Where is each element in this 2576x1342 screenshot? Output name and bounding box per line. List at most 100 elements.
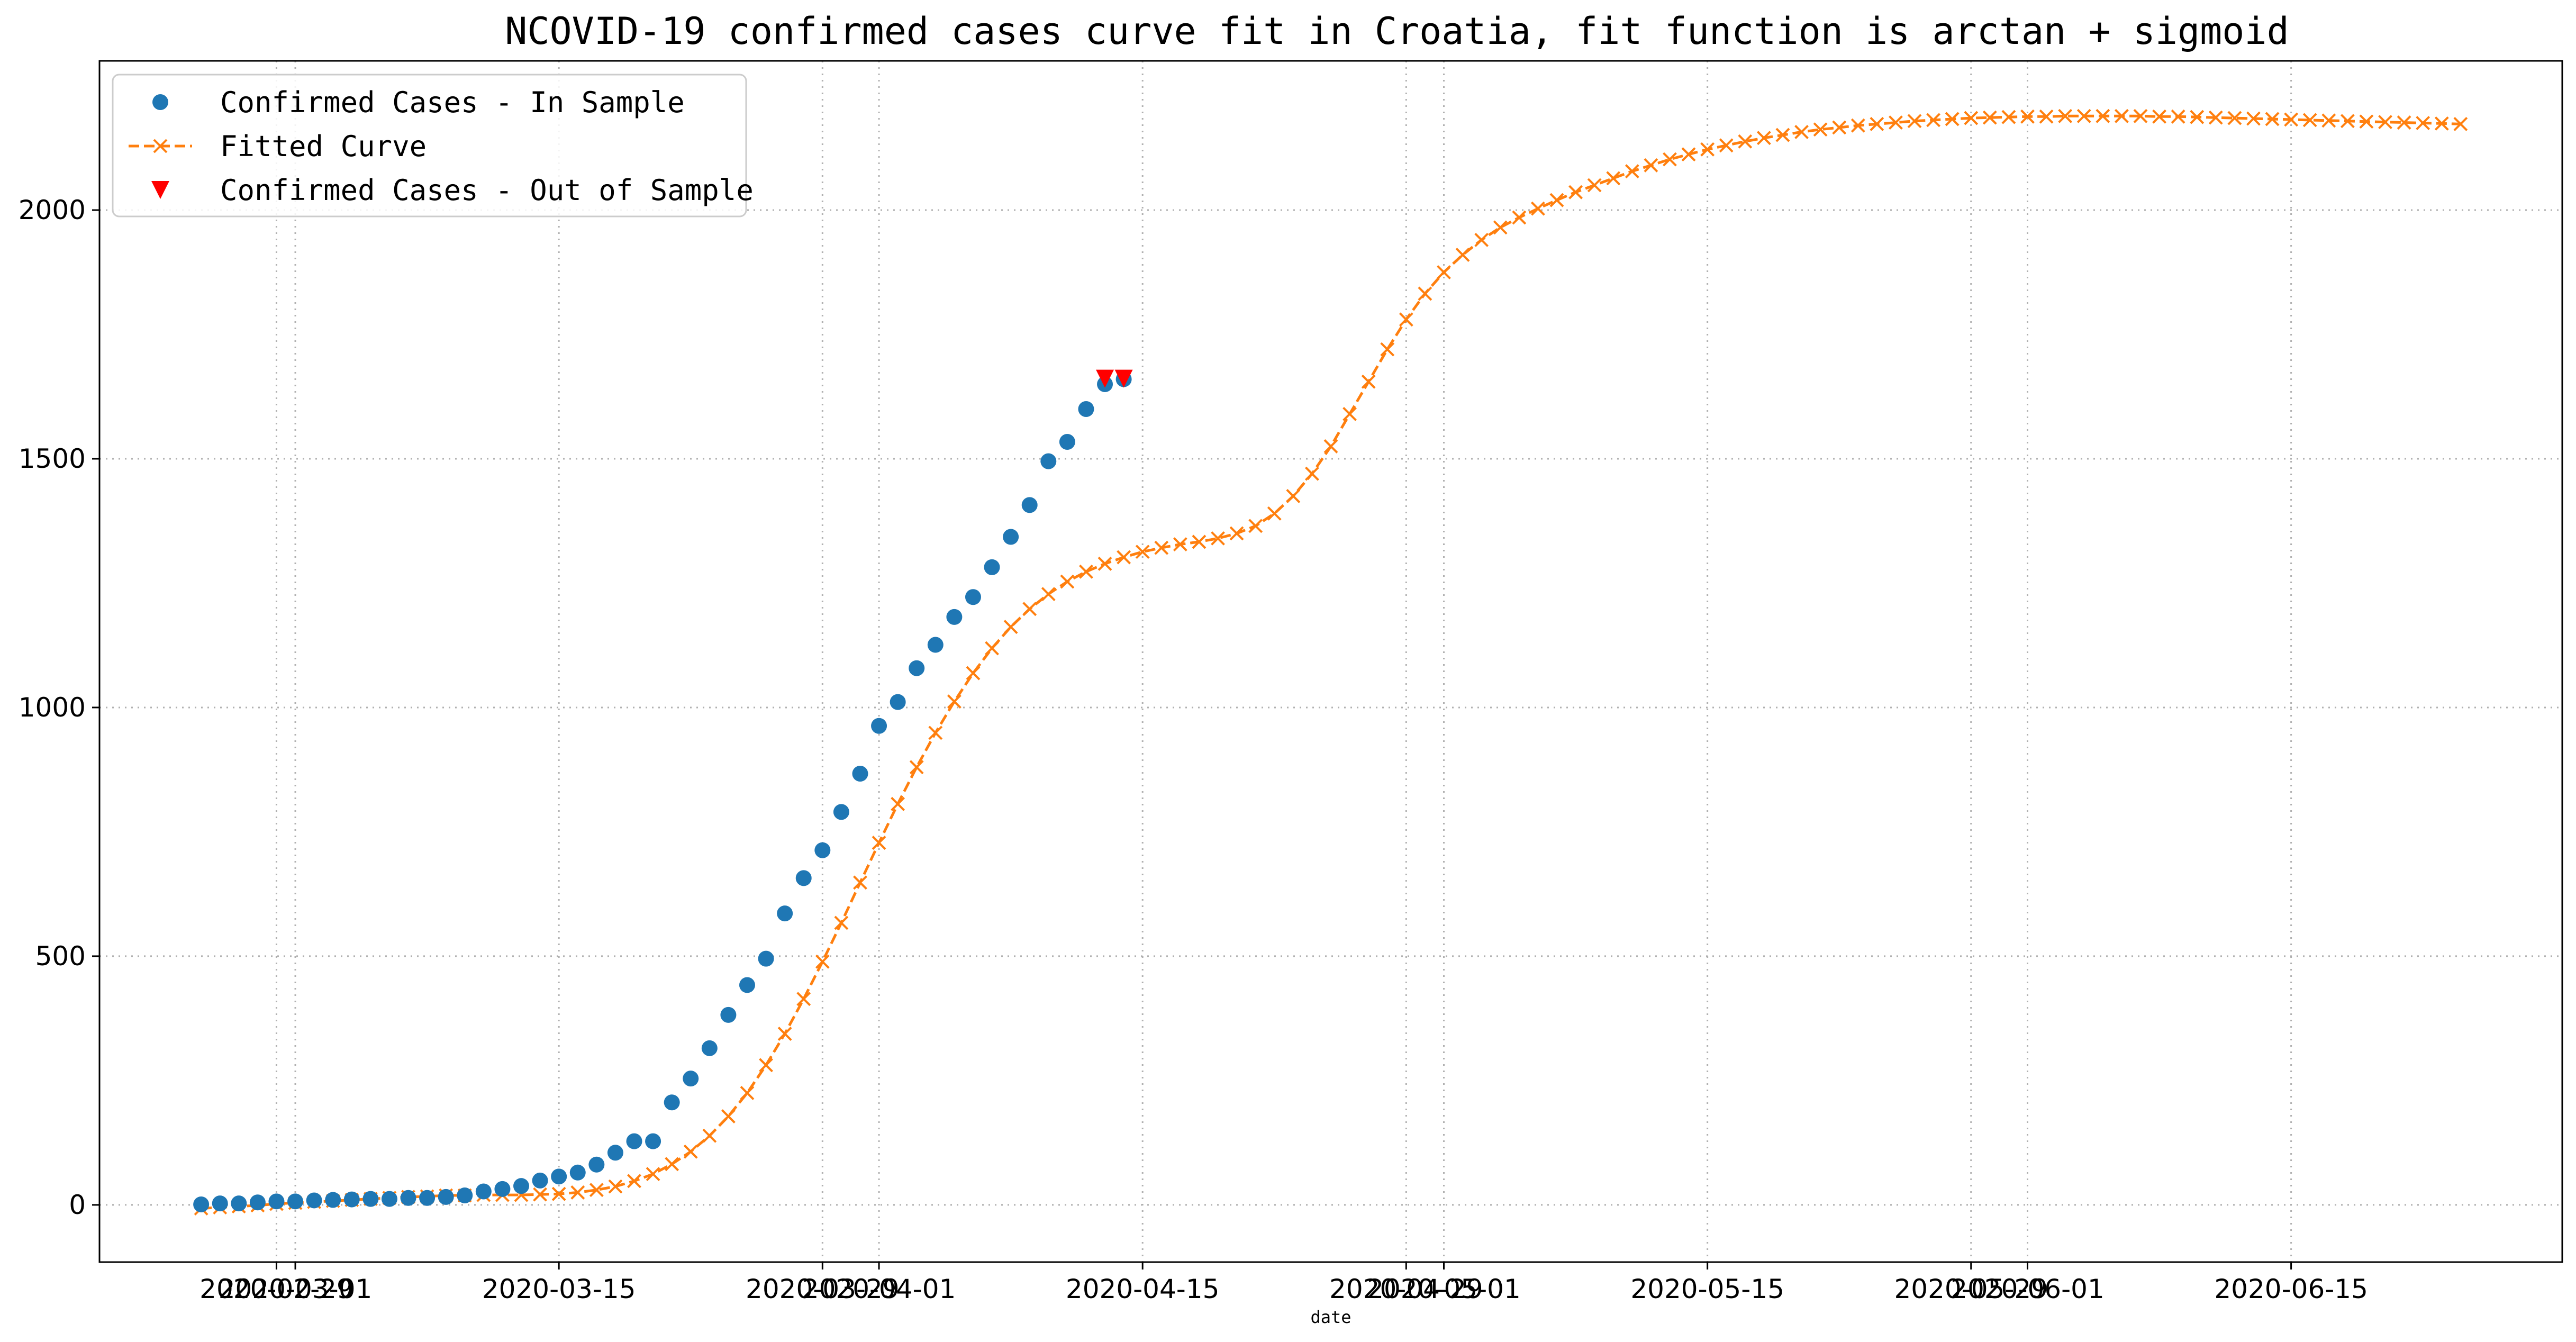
y-tick-label: 500	[35, 941, 86, 972]
fitted-curve-point	[1041, 587, 1056, 602]
fitted-curve-point	[1700, 142, 1715, 157]
fitted-curve-point	[2096, 108, 2110, 123]
in-sample-point	[871, 718, 887, 734]
fitted-curve-point	[2020, 109, 2035, 124]
fitted-curve-point	[2227, 111, 2242, 125]
legend-label: Fitted Curve	[220, 130, 427, 163]
fitted-curve-point	[2171, 109, 2185, 124]
in-sample-point	[287, 1193, 304, 1210]
in-sample-point	[419, 1190, 436, 1206]
fitted-curve-point	[1437, 265, 1451, 279]
in-sample-point	[1003, 529, 1019, 545]
fitted-curve-point	[1418, 286, 1432, 301]
fitted-curve-point	[589, 1183, 604, 1198]
fitted-curve-point	[1248, 519, 1263, 533]
in-sample-point	[268, 1193, 285, 1210]
fitted-curve-point	[2076, 108, 2091, 123]
fitted-curve-point	[1587, 178, 1602, 193]
fitted-curve-point	[2190, 110, 2205, 124]
fitted-curve-point	[1211, 531, 1225, 546]
fitted-curve-point	[1851, 118, 1865, 133]
fitted-curve-point	[1474, 232, 1489, 247]
in-sample-point	[193, 1196, 210, 1212]
y-tick-label: 0	[69, 1190, 86, 1220]
fitted-curve-point	[2265, 112, 2280, 126]
fitted-curve-point	[1003, 620, 1018, 634]
x-tick-label: 2020-04-01	[802, 1274, 956, 1304]
x-axis-label: date	[1310, 1307, 1351, 1327]
fitted-curve-point	[815, 954, 830, 969]
grid	[99, 61, 2562, 1262]
plot-series	[193, 108, 2468, 1216]
in-sample-point	[231, 1195, 247, 1212]
fitted-curve-point	[1154, 540, 1169, 555]
fitted-curve-point	[1681, 147, 1696, 162]
out-of-sample-point	[1114, 369, 1133, 388]
x-tick-label: 2020-05-01	[1367, 1274, 1521, 1304]
in-sample-point	[814, 842, 831, 858]
fitted-curve-point	[1135, 545, 1150, 559]
in-sample-point	[890, 694, 906, 710]
fitted-curve-point	[947, 694, 962, 709]
fitted-curve-point	[966, 666, 981, 681]
fitted-curve-point	[1097, 556, 1112, 571]
in-sample-point	[1078, 401, 1094, 417]
legend-label: Confirmed Cases - Out of Sample	[220, 174, 754, 207]
chart-title: NCOVID-19 confirmed cases curve fit in C…	[505, 10, 2289, 53]
fitted-curve-point	[1267, 506, 1282, 521]
fitted-curve-point	[1399, 312, 1413, 327]
fitted-curve-point	[2152, 109, 2166, 124]
fitted-curve-point	[1568, 185, 1583, 200]
in-sample-point	[645, 1133, 661, 1149]
x-tick-label: 2020-03-01	[219, 1274, 373, 1304]
in-sample-point	[720, 1007, 737, 1023]
fitted-curve-point	[1964, 111, 1979, 125]
in-sample-point	[852, 765, 868, 782]
fitted-curve-point	[683, 1144, 698, 1159]
in-sample-point	[551, 1168, 567, 1185]
in-sample-point	[362, 1191, 379, 1207]
legend-label: Confirmed Cases - In Sample	[220, 86, 685, 119]
fitted-curve-point	[1982, 110, 1997, 125]
legend-out-of-sample-marker	[151, 181, 169, 199]
x-tick-label: 2020-04-15	[1066, 1274, 1220, 1304]
fitted-curve-point	[2208, 110, 2223, 125]
in-sample-point	[494, 1181, 511, 1197]
fitted-curve-point	[1512, 210, 1527, 225]
fitted-curve-point	[1286, 489, 1301, 503]
x-tick-label: 2020-06-15	[2214, 1274, 2368, 1304]
x-tick-label: 2020-03-29	[746, 1274, 900, 1304]
fitted-curve-point	[1493, 220, 1508, 235]
fitted-curve-point	[1117, 550, 1131, 565]
in-sample-point	[1040, 453, 1057, 469]
fitted-curve-point	[1343, 406, 1357, 421]
plot-frame	[98, 60, 2563, 1263]
fitted-curve-point	[1361, 374, 1376, 389]
fitted-curve-point	[2001, 110, 2016, 124]
in-sample-point	[683, 1071, 699, 1087]
fitted-curve-point	[1644, 158, 1658, 173]
x-tick-label: 2020-03-15	[482, 1274, 636, 1304]
in-sample-point	[212, 1195, 228, 1212]
in-sample-point	[607, 1145, 623, 1161]
fitted-curve-point	[1530, 201, 1545, 216]
fitted-curve-point	[533, 1187, 548, 1202]
in-sample-point	[1059, 434, 1075, 450]
in-sample-point	[909, 660, 925, 676]
fitted-curve-point	[1719, 138, 1734, 153]
in-sample-point	[777, 905, 793, 922]
fitted-curve-point	[646, 1167, 660, 1182]
fitted-curve-point	[834, 915, 849, 930]
fitted-curve-point	[1907, 114, 1922, 129]
in-sample-point	[438, 1189, 454, 1205]
in-sample-point	[457, 1187, 473, 1204]
in-sample-point	[249, 1194, 266, 1211]
fitted-curve-point	[891, 796, 905, 811]
fitted-curve-point	[2284, 112, 2299, 127]
fitted-curve-point	[2302, 113, 2317, 128]
fitted-curve-point	[777, 1027, 792, 1041]
fitted-curve-point	[853, 875, 867, 890]
fitted-curve-point	[1323, 439, 1338, 454]
fitted-curve-point	[1173, 537, 1187, 552]
